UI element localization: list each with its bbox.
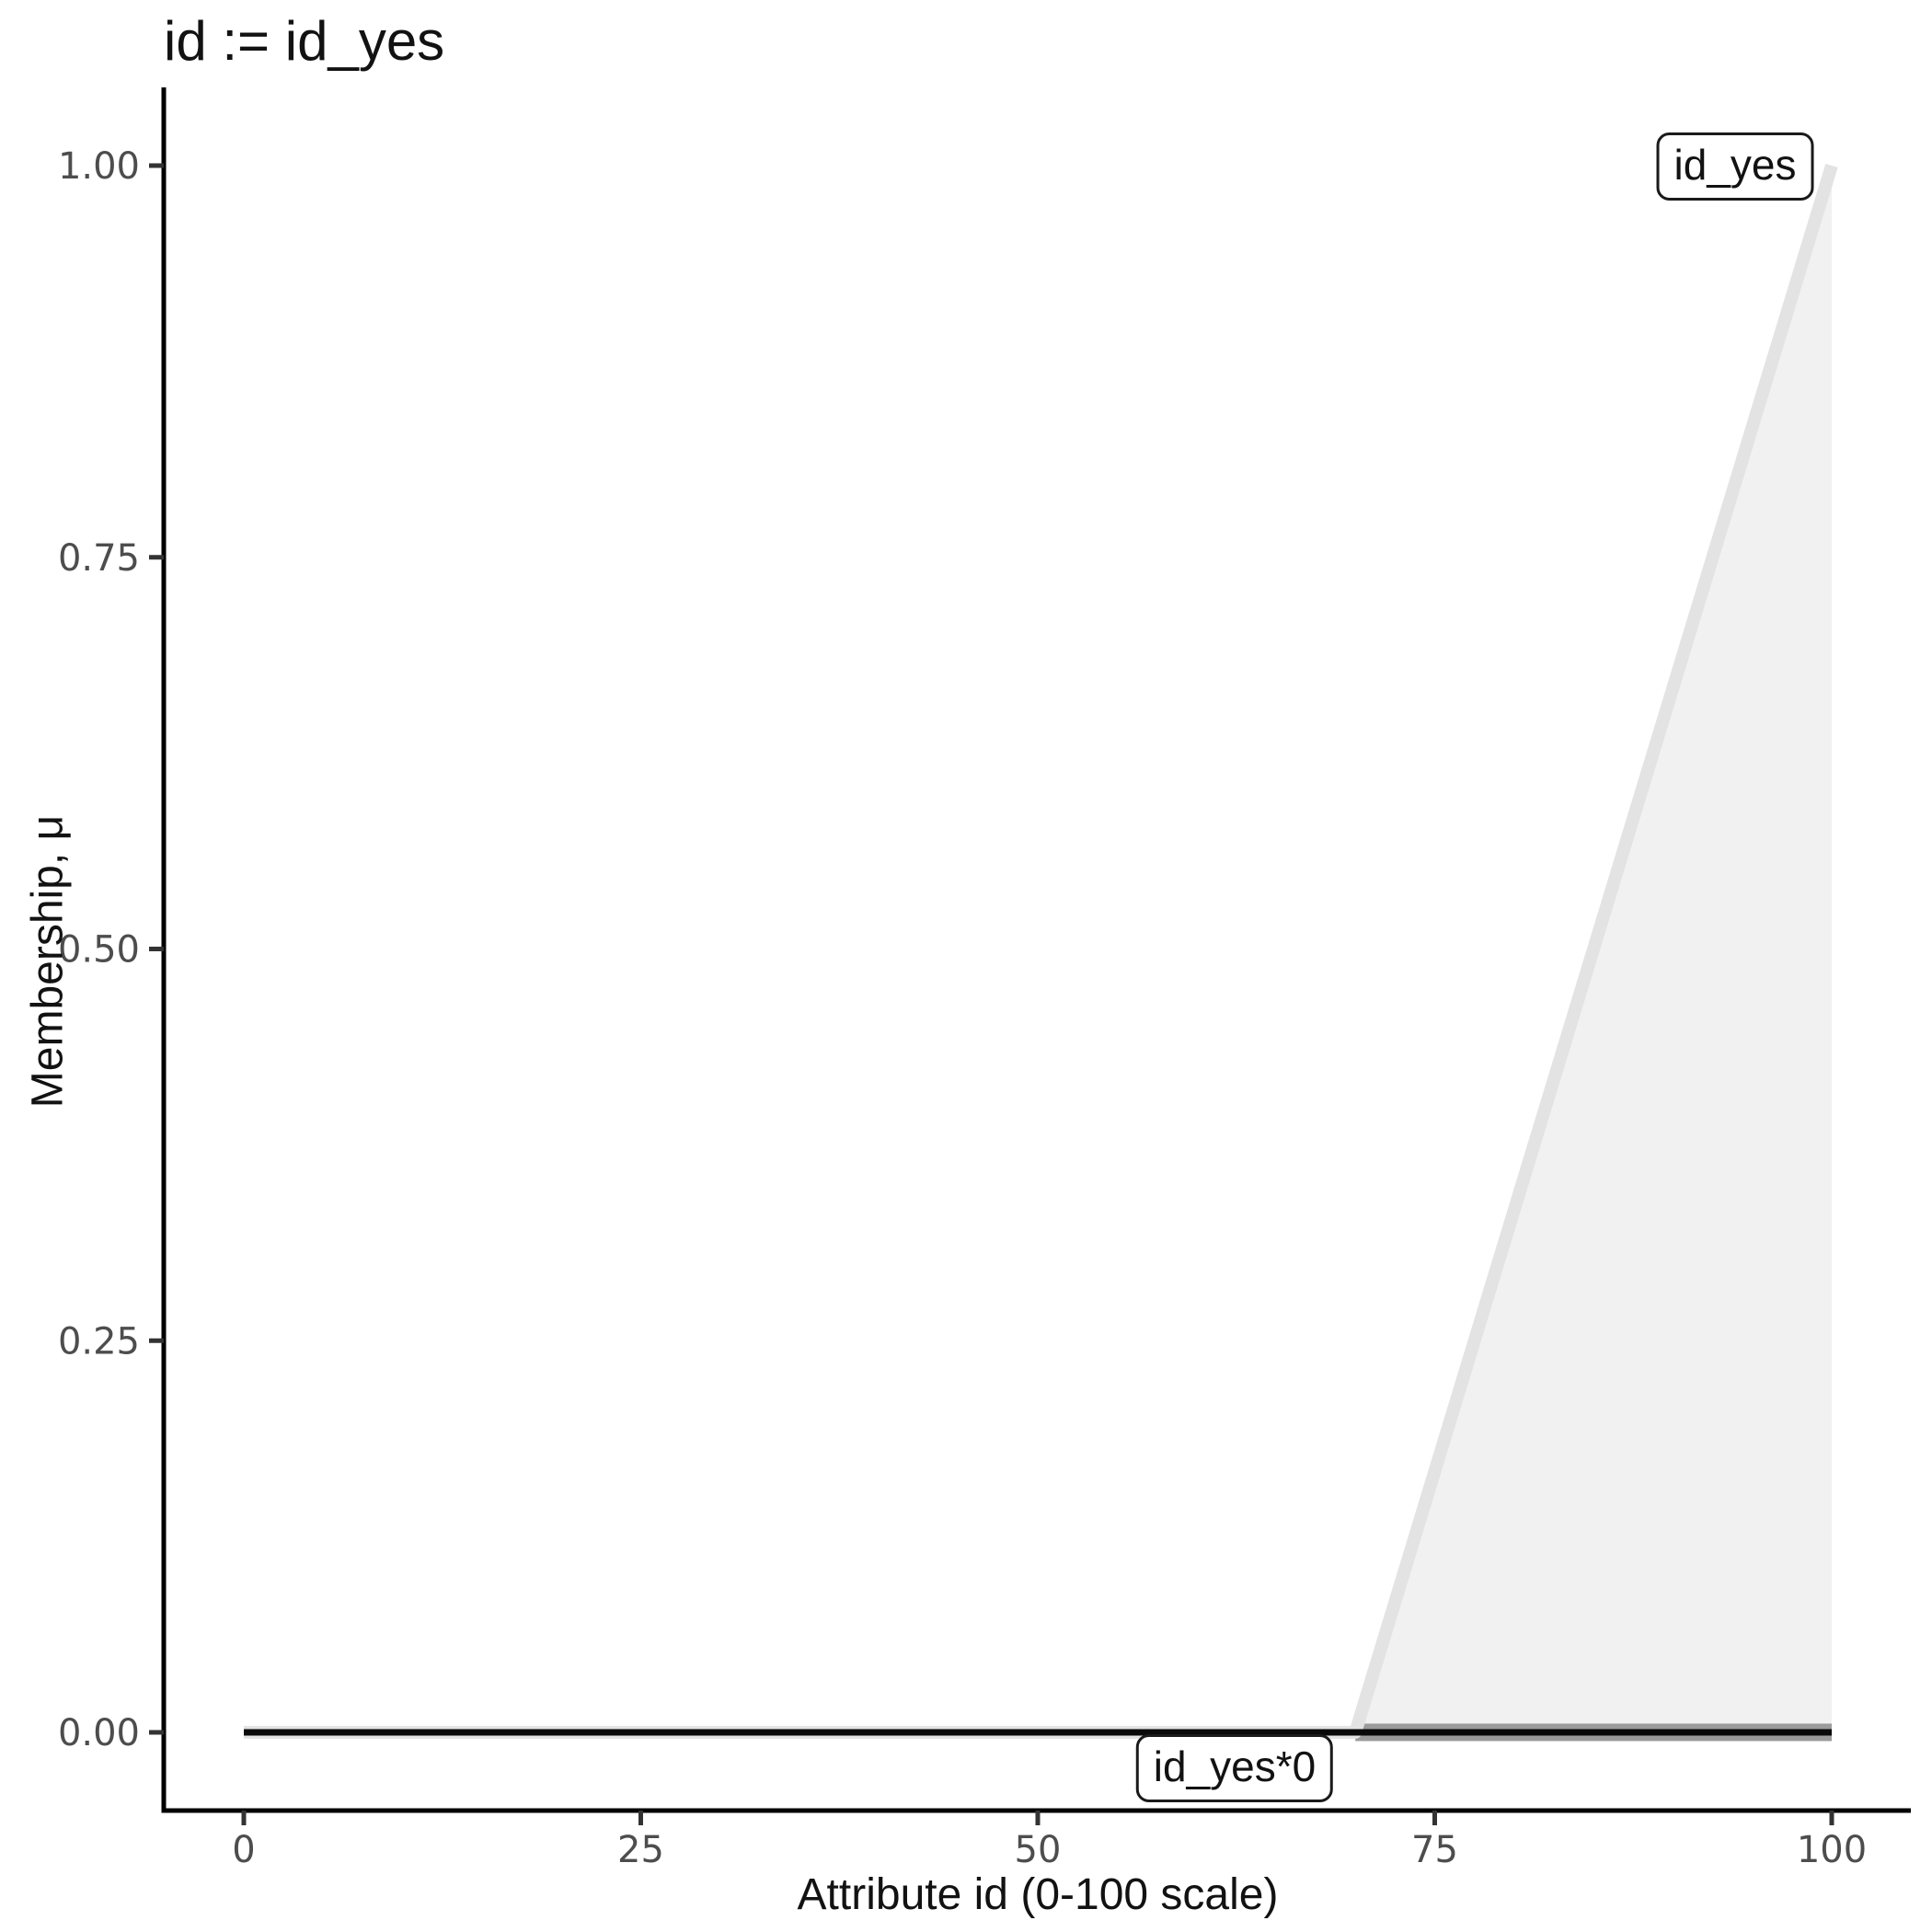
x-tick-label: 0 (232, 1829, 255, 1871)
x-tick-label: 75 (1411, 1829, 1458, 1871)
y-tick-label: 0.50 (58, 929, 140, 972)
y-tick-label: 1.00 (58, 145, 140, 188)
plot-title: id := id_yes (164, 10, 445, 72)
y-tick-label: 0.00 (58, 1712, 140, 1754)
y-axis-tick-labels: 0.00 0.25 0.50 0.75 1.00 (58, 145, 140, 1754)
y-axis-title: Membership, μ (23, 814, 73, 1109)
x-tick-label: 50 (1015, 1829, 1062, 1871)
x-axis-ticks (241, 1811, 1834, 1825)
x-axis-title: Attribute id (0-100 scale) (797, 1870, 1279, 1919)
y-axis-ticks (149, 163, 164, 1735)
x-tick-label: 100 (1797, 1829, 1867, 1871)
y-tick-label: 0.75 (58, 537, 140, 580)
set-label-id-yes: id_yes (1656, 132, 1814, 201)
x-tick-label: 25 (617, 1829, 664, 1871)
set-label-id-yes-times-0: id_yes*0 (1135, 1734, 1334, 1802)
x-axis-tick-labels: 0 25 50 75 100 (232, 1829, 1867, 1871)
y-tick-label: 0.25 (58, 1320, 140, 1363)
